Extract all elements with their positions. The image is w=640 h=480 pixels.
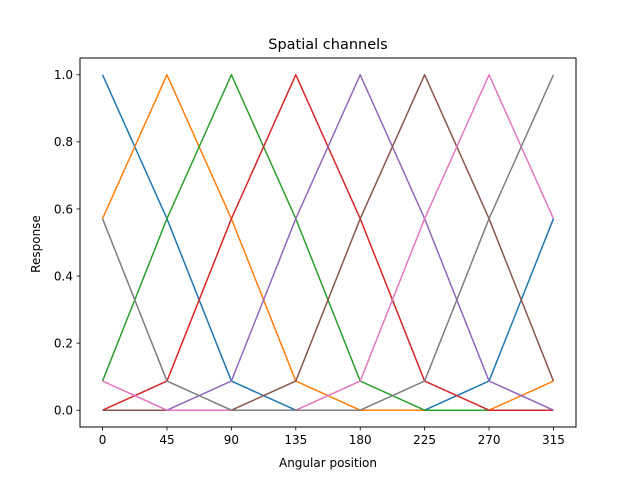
series-line-6 [102, 74, 555, 411]
chart-title: Spatial channels [268, 37, 387, 53]
series-line-1 [101, 74, 555, 411]
series-line-5 [102, 74, 554, 411]
x-axis-label: Angular position [279, 456, 377, 470]
x-tick-label: 225 [413, 433, 436, 447]
x-tick-label: 315 [542, 433, 565, 447]
y-tick-label: 1.0 [54, 68, 73, 82]
plot-frame [79, 57, 577, 428]
series-line-8 [101, 74, 555, 411]
y-tick-label: 0.8 [54, 135, 73, 149]
x-tick-label: 90 [224, 433, 239, 447]
series-layer [101, 74, 555, 411]
x-tick-label: 0 [99, 433, 107, 447]
y-axis: 0.0 0.2 0.4 0.6 0.8 1.0 [54, 68, 80, 418]
x-tick-label: 45 [159, 433, 174, 447]
x-axis: 0 45 90 135 180 225 270 315 [99, 427, 565, 447]
y-tick-label: 0.0 [54, 404, 73, 418]
x-tick-label: 135 [284, 433, 307, 447]
y-tick-label: 0.4 [54, 269, 73, 283]
y-tick-label: 0.6 [54, 202, 73, 216]
x-tick-label: 270 [478, 433, 501, 447]
series-line-7 [102, 74, 555, 411]
y-axis-label: Response [29, 215, 43, 273]
series-line-2 [101, 74, 554, 411]
series-line-3 [101, 74, 554, 411]
series-line-4 [102, 74, 554, 411]
x-tick-label: 180 [349, 433, 372, 447]
y-tick-label: 0.2 [54, 336, 73, 350]
